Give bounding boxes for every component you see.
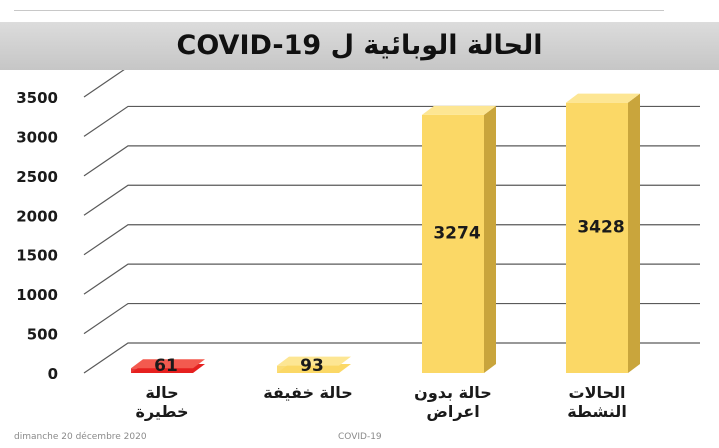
top-divider <box>14 10 664 11</box>
gridline <box>83 145 700 177</box>
footer-date: dimanche 20 décembre 2020 <box>14 432 147 442</box>
data-label: 61 <box>154 356 178 376</box>
gridline <box>83 342 700 374</box>
y-tick-label: 500 <box>27 326 58 344</box>
y-tick-label: 3500 <box>16 89 58 107</box>
gridline <box>83 302 700 335</box>
top-bar <box>0 0 719 22</box>
data-label: 3274 <box>433 224 480 244</box>
bar <box>277 356 351 373</box>
bar <box>566 93 640 374</box>
gridline <box>83 184 700 216</box>
y-tick-label: 2000 <box>16 207 58 225</box>
y-tick-labels: 0 500 1000 1500 2000 2500 3000 3500 <box>16 89 58 383</box>
x-tick-label: الحالات النشطة <box>567 383 627 421</box>
gridline <box>83 224 700 256</box>
y-tick-label: 2500 <box>16 168 58 186</box>
bar <box>422 105 496 373</box>
data-labels: 61 93 3274 3428 <box>154 217 625 376</box>
x-tick-label: حالة بدون اعراض <box>414 383 492 421</box>
bar-chart: 0 500 1000 1500 2000 2500 3000 3500 61 93 3274 342… <box>0 70 719 430</box>
y-tick-label: 1000 <box>16 286 58 304</box>
x-tick-label: حالة خطيرة <box>135 383 188 421</box>
chart-title: الحالة الوبائية ل COVID-19 <box>176 30 543 61</box>
data-label: 93 <box>300 356 324 376</box>
bars <box>131 93 640 374</box>
y-tick-label: 3000 <box>16 128 58 146</box>
x-tick-labels: حالة خطيرة حالة خفيفة حالة بدون اعراض الحالات… <box>135 383 626 421</box>
gridline <box>83 70 125 98</box>
gridlines <box>83 70 700 374</box>
gridline <box>83 263 700 295</box>
bar <box>131 359 205 373</box>
data-label: 3428 <box>577 217 624 237</box>
y-tick-label: 0 <box>48 365 58 383</box>
gridline <box>83 105 700 137</box>
x-tick-label: حالة خفيفة <box>263 383 353 402</box>
footer-center-text: COVID-19 <box>338 432 382 442</box>
y-tick-label: 1500 <box>16 247 58 265</box>
